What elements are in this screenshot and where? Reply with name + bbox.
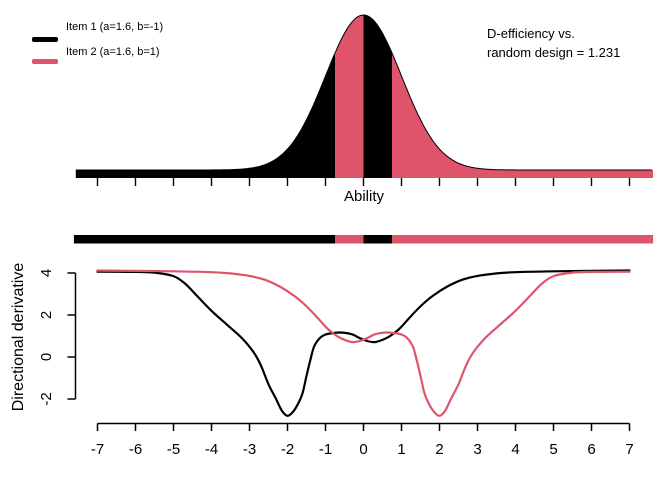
annotation-line-2: random design = 1.231 xyxy=(487,45,621,60)
strip-segment xyxy=(335,235,364,244)
annotation-line-1: D-efficiency vs. xyxy=(487,26,575,41)
x-tick-label: 0 xyxy=(359,441,367,458)
strip-segment xyxy=(392,235,654,244)
x-tick-label: -3 xyxy=(243,441,256,458)
x-tick-label: -1 xyxy=(319,441,332,458)
strip-segment xyxy=(363,235,392,244)
y-tick-label: 4 xyxy=(38,269,55,277)
x-tick-label: 7 xyxy=(625,441,633,458)
curve-item-2 xyxy=(96,269,631,417)
x-tick-label: 1 xyxy=(397,441,405,458)
x-tick-label: 2 xyxy=(435,441,443,458)
x-tick-label: 3 xyxy=(473,441,481,458)
ability-axis-label: Ability xyxy=(343,188,384,205)
x-tick-label: 4 xyxy=(511,441,519,458)
d-efficiency-annotation: D-efficiency vs. random design = 1.231 xyxy=(487,24,620,62)
legend-line-swatch-item1 xyxy=(32,37,58,42)
density-outline xyxy=(75,14,652,171)
directional-derivative-axis-label: Directional derivative xyxy=(10,262,27,412)
density-segment xyxy=(335,15,364,178)
x-tick-label: 6 xyxy=(587,441,595,458)
curve-item-1 xyxy=(96,269,631,417)
x-tick-label: -6 xyxy=(129,441,142,458)
legend-line-swatch-item2 xyxy=(32,59,58,64)
legend-label-item2: Item 2 (a=1.6, b=1) xyxy=(66,46,160,58)
legend-label-item1: Item 1 (a=1.6, b=-1) xyxy=(66,21,164,33)
x-tick-label: 5 xyxy=(549,441,557,458)
density-segment xyxy=(363,15,392,178)
density-segment xyxy=(392,53,654,178)
x-tick-label: -5 xyxy=(167,441,180,458)
strip-segment xyxy=(73,235,336,244)
y-tick-label: -2 xyxy=(38,392,55,405)
density-segment xyxy=(75,53,336,178)
x-tick-label: -4 xyxy=(205,441,218,458)
x-tick-label: -2 xyxy=(281,441,294,458)
x-tick-label: -7 xyxy=(91,441,104,458)
y-tick-label: 2 xyxy=(38,311,55,319)
y-tick-label: 0 xyxy=(38,353,55,361)
